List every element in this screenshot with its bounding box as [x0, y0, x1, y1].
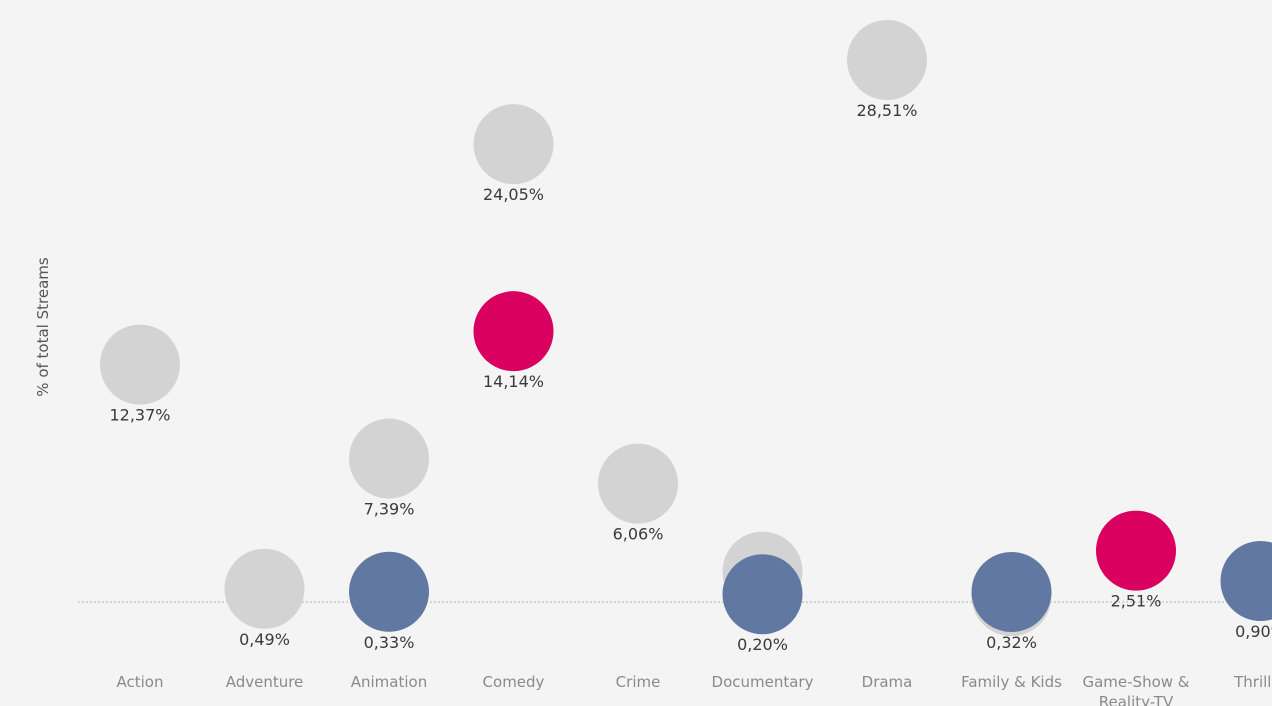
- bubble-magenta-comedy: [473, 291, 554, 372]
- data-label-gray-adventure: 0,49%: [239, 630, 290, 649]
- data-label-gray-animation: 7,39%: [364, 500, 415, 519]
- bubble-blue-family-and-kids: [971, 551, 1052, 632]
- category-label-action: Action: [117, 673, 164, 691]
- bubble-blue-animation: [349, 551, 429, 632]
- category-label-adventure: Adventure: [226, 673, 304, 691]
- category-label-crime: Crime: [616, 673, 661, 691]
- data-label-gray-action: 12,37%: [109, 406, 170, 425]
- data-label-gray-comedy: 24,05%: [483, 185, 544, 204]
- category-label-game-show-and-reality-tv: Game-Show & Reality-TV: [1082, 673, 1189, 706]
- bubble-gray-action: [100, 324, 180, 405]
- bubble-blue-documentary: [722, 554, 803, 635]
- data-labels: 12,37% 0,49% 7,39% 24,05% 6,06% 28,51% 14,14% 2…: [109, 101, 1272, 654]
- y-axis-label: % of total Streams: [34, 257, 52, 397]
- category-label-animation: Animation: [351, 673, 427, 691]
- category-label-documentary: Documentary: [712, 673, 814, 691]
- data-label-magenta-game-show-and-reality-tv: 2,51%: [1111, 592, 1162, 611]
- category-label-thriller: Thriller: [1233, 673, 1272, 691]
- data-label-magenta-comedy: 14,14%: [483, 372, 544, 391]
- category-label-drama: Drama: [862, 673, 913, 691]
- bubble-gray-animation: [349, 418, 429, 499]
- bubbles: [100, 20, 1272, 637]
- data-label-blue-family-and-kids: 0,32%: [986, 633, 1037, 652]
- category-label-comedy: Comedy: [483, 673, 545, 691]
- category-label-family-and-kids: Family & Kids: [961, 673, 1062, 691]
- bubble-magenta-game-show-and-reality-tv: [1096, 510, 1176, 591]
- bubble-gray-drama: [847, 20, 927, 100]
- bubble-gray-adventure: [224, 548, 305, 629]
- data-label-gray-crime: 6,06%: [613, 525, 664, 544]
- data-label-blue-animation: 0,33%: [364, 633, 415, 652]
- bubble-blue-thriller: [1220, 541, 1272, 622]
- category-labels: Action Adventure Animation Comedy Crime Docum…: [117, 673, 1272, 706]
- data-label-blue-documentary: 0,20%: [737, 635, 788, 654]
- bubble-gray-comedy: [473, 104, 554, 185]
- data-label-gray-drama: 28,51%: [856, 101, 917, 120]
- data-label-blue-thriller: 0,90%: [1235, 622, 1272, 641]
- bubble-gray-crime: [598, 443, 678, 524]
